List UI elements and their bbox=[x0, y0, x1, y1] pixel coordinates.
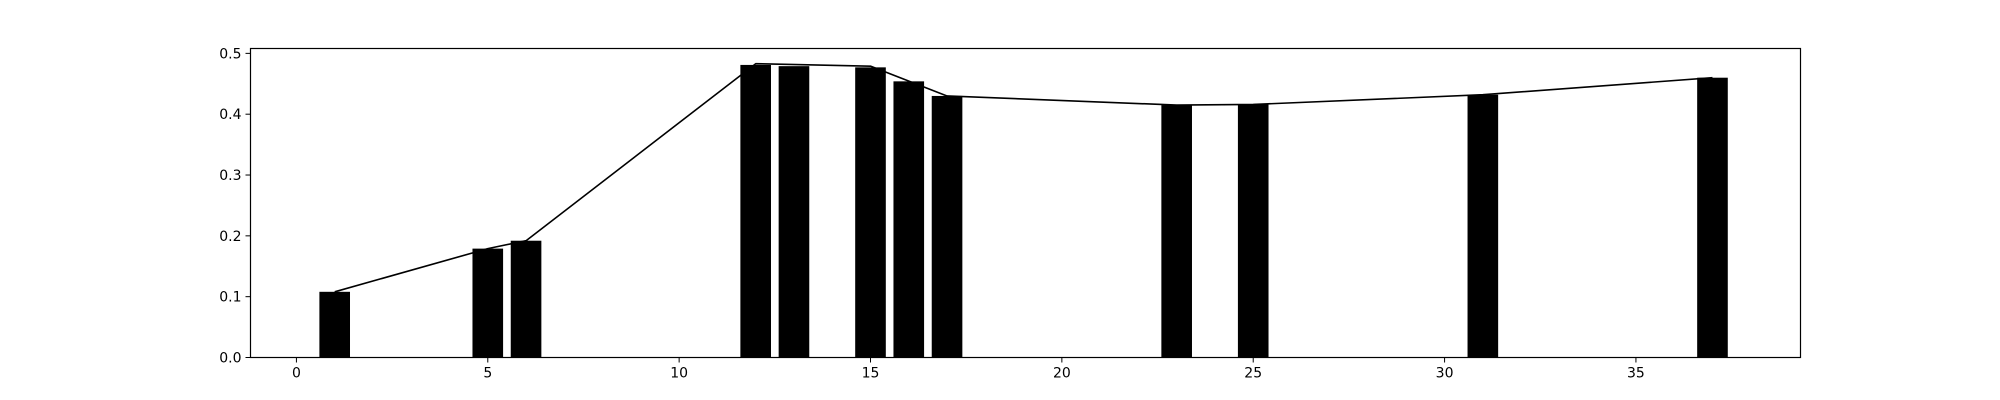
x-tick-label-0: 0 bbox=[292, 366, 301, 382]
trend-line bbox=[334, 62, 1713, 293]
y-tick-label-4: 0.4 bbox=[219, 107, 241, 123]
y-tick-label-3: 0.3 bbox=[219, 168, 241, 184]
line-layer bbox=[334, 62, 1713, 293]
x-tick-label-25: 25 bbox=[1244, 366, 1262, 382]
x-tick-label-5: 5 bbox=[483, 366, 492, 382]
axes-frame bbox=[249, 47, 1802, 359]
bar-15 bbox=[855, 67, 886, 358]
bar-17 bbox=[931, 95, 963, 358]
x-tick-label-35: 35 bbox=[1627, 366, 1645, 382]
bar-25 bbox=[1237, 104, 1269, 358]
y-tick-label-5: 0.5 bbox=[219, 46, 241, 62]
y-tick-label-1: 0.1 bbox=[219, 290, 241, 306]
bar-5 bbox=[472, 248, 504, 358]
x-axis: 0 5 10 15 20 25 30 35 bbox=[292, 357, 1645, 382]
x-tick-label-20: 20 bbox=[1053, 366, 1071, 382]
x-tick-label-10: 10 bbox=[670, 366, 688, 382]
y-axis: 0.0 0.1 0.2 0.3 0.4 0.5 bbox=[219, 46, 251, 367]
y-tick-label-0: 0.0 bbox=[219, 351, 241, 367]
x-tick-label-30: 30 bbox=[1436, 366, 1454, 382]
bar-6 bbox=[510, 240, 542, 358]
bar-12 bbox=[740, 64, 771, 358]
bar-1 bbox=[319, 291, 351, 358]
x-tick-label-15: 15 bbox=[862, 366, 880, 382]
bar-37 bbox=[1697, 77, 1728, 358]
bar-13 bbox=[778, 66, 810, 358]
bar-16 bbox=[893, 81, 925, 358]
bars-layer bbox=[319, 64, 1728, 358]
bar-31 bbox=[1467, 94, 1499, 358]
y-tick-label-2: 0.2 bbox=[219, 229, 241, 245]
bar-23 bbox=[1161, 105, 1192, 358]
